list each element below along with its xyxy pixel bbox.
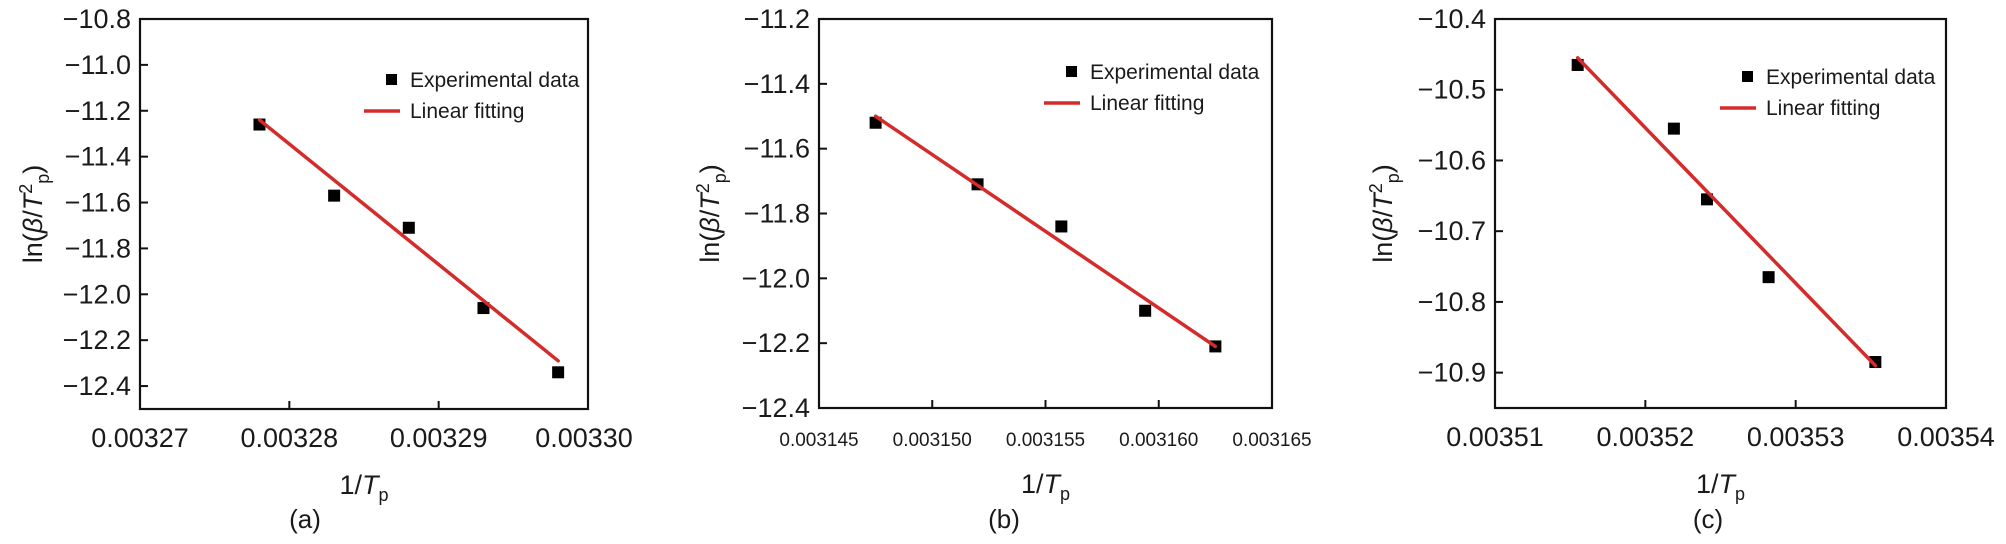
legend: Experimental data Linear fitting	[1044, 61, 1260, 115]
legend-point-swatch	[1742, 71, 1753, 82]
chart-panel-3: 0.00351 0.00352 0.00353 0.00354 −10.4 −10.5 −1…	[1366, 4, 1995, 534]
legend: Experimental data Linear fitting	[364, 69, 580, 123]
x-tick-label: 0.00354	[1897, 422, 1995, 452]
y-axis-label: ln(β/T2p)	[1366, 164, 1403, 263]
y-tick-label: −11.6	[65, 188, 131, 218]
data-point	[1762, 271, 1775, 284]
y-tick-label: −10.5	[1418, 75, 1486, 105]
legend-point-swatch	[386, 74, 397, 85]
y-tick-label: −10.8	[1418, 287, 1486, 317]
panel-label: (c)	[1693, 504, 1723, 534]
x-tick-label: 0.00327	[91, 423, 189, 453]
data-point	[1139, 304, 1152, 317]
chart-panel-2: 0.003145 0.003150 0.003155 0.003160 0.003165…	[693, 4, 1312, 534]
y-tick-label: −11.4	[65, 142, 131, 172]
y-tick-label: −11.8	[744, 199, 810, 229]
y-tick-label: −10.8	[63, 4, 131, 34]
legend-point-swatch	[1066, 66, 1077, 77]
x-tick-label: 0.00351	[1446, 422, 1544, 452]
x-tick-label: 0.00328	[241, 423, 339, 453]
legend-label: Linear fitting	[1766, 97, 1880, 120]
x-tick-label: 0.003165	[1232, 430, 1311, 451]
y-tick-label: −10.4	[1418, 4, 1486, 34]
y-tick-label: −11.2	[65, 96, 131, 126]
x-axis-label: 1/Tp	[1696, 469, 1745, 504]
x-tick-label: 0.003150	[893, 430, 972, 451]
y-tick-label: −12.2	[742, 328, 810, 358]
x-tick-label: 0.00329	[390, 423, 488, 453]
fit-line	[257, 118, 560, 363]
fit-line	[873, 114, 1218, 349]
legend-label: Experimental data	[1766, 66, 1936, 89]
data-point	[1869, 356, 1882, 369]
x-tick-label: 0.003155	[1006, 430, 1085, 451]
x-tick-label: 0.003160	[1119, 430, 1198, 451]
data-point	[402, 221, 415, 234]
panel-label: (a)	[289, 504, 321, 534]
plot-frame	[1493, 17, 1948, 410]
y-tick-label: −12.0	[742, 263, 810, 293]
data-point	[552, 366, 565, 379]
data-point	[1055, 220, 1068, 233]
legend: Experimental data Linear fitting	[1720, 66, 1936, 120]
y-tick-label: −12.0	[63, 279, 131, 309]
y-axis-label: ln(β/T2p)	[16, 165, 53, 264]
y-tick-label: −11.6	[744, 134, 810, 164]
x-axis-label: 1/Tp	[339, 470, 388, 505]
y-tick-label: −11.2	[744, 4, 810, 34]
panel-label: (b)	[988, 504, 1020, 534]
plot-frame	[138, 17, 590, 411]
chart-panel-1: 0.00327 0.00328 0.00329 0.00330 −10.8 −11.0 −1…	[16, 4, 633, 534]
x-tick-label: 0.00353	[1747, 422, 1845, 452]
x-tick-label: 0.00330	[535, 423, 633, 453]
y-tick-label: −10.7	[1418, 216, 1486, 246]
y-tick-label: −12.4	[63, 371, 131, 401]
y-tick-label: −11.4	[744, 69, 810, 99]
data-point	[1667, 122, 1680, 135]
legend-label: Experimental data	[1090, 61, 1260, 84]
y-tick-label: −11.8	[65, 233, 131, 263]
y-tick-label: −10.9	[1418, 358, 1486, 388]
legend-label: Linear fitting	[410, 100, 524, 123]
legend-label: Experimental data	[410, 69, 580, 92]
y-tick-label: −12.4	[742, 393, 810, 423]
legend-label: Linear fitting	[1090, 92, 1204, 115]
x-tick-label: 0.00352	[1597, 422, 1695, 452]
fit-line	[1575, 56, 1878, 368]
y-tick-label: −12.2	[63, 325, 131, 355]
x-axis-label: 1/Tp	[1021, 469, 1070, 504]
y-tick-label: −10.6	[1418, 145, 1486, 175]
data-point	[328, 189, 341, 202]
y-tick-label: −11.0	[65, 50, 131, 80]
x-tick-label: 0.003145	[779, 430, 858, 451]
y-axis-label: ln(β/T2p)	[693, 164, 730, 263]
